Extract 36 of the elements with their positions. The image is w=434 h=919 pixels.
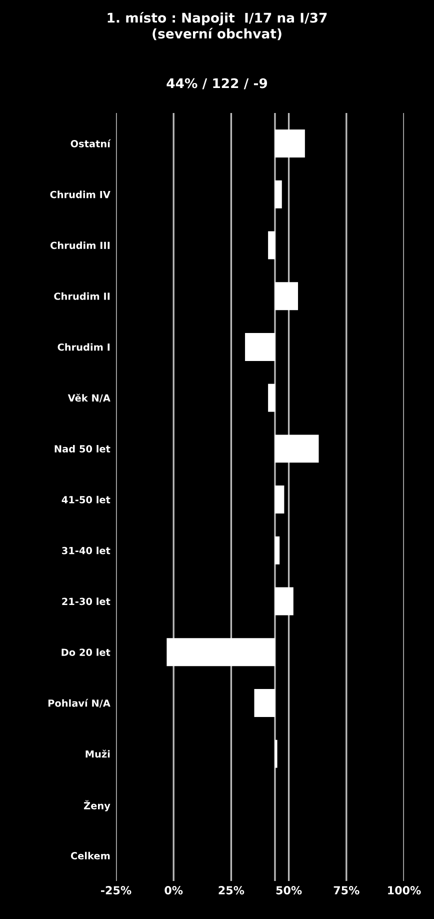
x-tick-label: 25% (218, 886, 244, 894)
y-tick-label: Ženy (84, 800, 110, 812)
bar (268, 384, 275, 412)
bar (274, 536, 280, 564)
y-tick-label: Chrudim III (50, 242, 110, 250)
y-tick-label: Muži (86, 750, 110, 758)
y-tick-label: Chrudim I (58, 343, 110, 351)
y-tick-label: Chrudim IV (50, 190, 110, 198)
bar (254, 689, 275, 717)
y-tick-label: Do 20 let (62, 648, 110, 656)
bar (274, 486, 284, 514)
y-tick-label: Pohlaví N/A (48, 698, 110, 708)
y-tick-label: Věk N/A (68, 394, 110, 402)
bar (245, 332, 275, 361)
bar (274, 282, 298, 310)
y-tick-label: 21-30 let (62, 598, 110, 606)
chart-subtitle: 44% / 122 / -9 (166, 78, 268, 90)
bar (274, 180, 282, 208)
x-tick-label: 100% (388, 886, 421, 894)
y-tick-label: 31-40 let (62, 546, 110, 554)
x-tick-label: 75% (334, 886, 360, 894)
x-tick-label: 0% (164, 886, 183, 894)
y-tick-label: Ostatní (70, 139, 111, 148)
bar (274, 130, 305, 158)
y-tick-label: Celkem (70, 852, 110, 860)
chart-title: 1. místo : Napojit I/17 na I/37 (severní obchvat) (108, 12, 327, 40)
bar (274, 587, 294, 616)
bar (274, 740, 278, 768)
bar (166, 638, 275, 666)
x-tick-label: -25% (101, 886, 132, 894)
y-tick-label: 41-50 let (62, 496, 110, 504)
bar (268, 231, 275, 260)
bar (274, 434, 319, 463)
y-tick-label: Nad 50 let (54, 444, 110, 453)
x-tick-label: 50% (276, 886, 302, 894)
y-tick-label: Chrudim II (54, 292, 110, 300)
